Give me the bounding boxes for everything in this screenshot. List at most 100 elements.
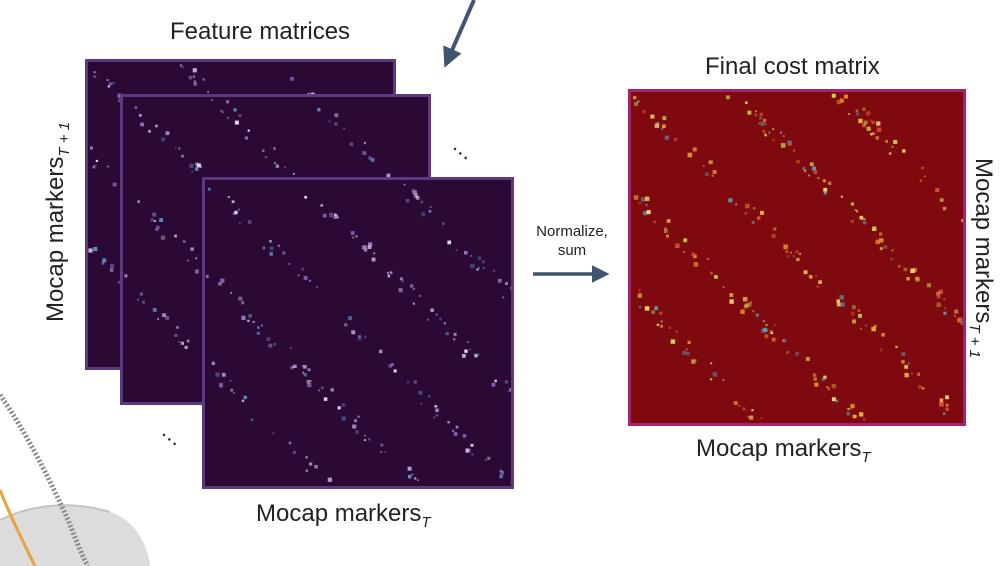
matrix-cell xyxy=(304,195,308,199)
matrix-cell xyxy=(745,101,748,105)
matrix-cell xyxy=(961,219,963,223)
matrix-cell xyxy=(368,156,372,160)
matrix-cell xyxy=(407,474,412,479)
matrix-cell xyxy=(656,323,660,327)
matrix-cell xyxy=(733,401,738,405)
matrix-cell xyxy=(367,437,371,441)
matrix-cell xyxy=(836,99,842,105)
matrix-cell xyxy=(289,347,292,350)
matrix-cell xyxy=(502,296,505,299)
matrix-cell xyxy=(476,353,480,356)
matrix-cell xyxy=(226,116,230,119)
matrix-cell xyxy=(893,139,898,144)
matrix-cell xyxy=(484,459,487,461)
matrix-cell xyxy=(890,257,893,261)
matrix-cell xyxy=(323,397,328,401)
matrix-cell xyxy=(482,267,485,270)
matrix-cell xyxy=(470,443,474,447)
matrix-cell xyxy=(782,339,785,342)
matrix-cell xyxy=(445,332,449,336)
matrix-cell xyxy=(691,252,695,256)
matrix-cell xyxy=(759,116,763,120)
matrix-cell xyxy=(768,131,771,134)
matrix-cell xyxy=(487,456,491,460)
matrix-cell xyxy=(682,350,687,355)
matrix-cell xyxy=(743,304,748,309)
matrix-cell xyxy=(306,379,311,384)
matrix-cell xyxy=(915,276,919,281)
matrix-cell xyxy=(205,275,209,278)
matrix-cell xyxy=(782,135,785,138)
matrix-cell xyxy=(664,135,669,140)
matrix-cell xyxy=(638,306,641,309)
matrix-cell xyxy=(919,179,922,182)
matrix-cell xyxy=(410,284,414,288)
matrix-cell xyxy=(780,143,786,148)
matrix-cell xyxy=(95,159,98,163)
matrix-cell xyxy=(179,64,183,67)
matrix-cell xyxy=(687,340,691,345)
matrix-cell xyxy=(492,269,496,273)
matrix-cell xyxy=(272,432,275,435)
matrix-cell xyxy=(378,349,383,354)
matrix-cell xyxy=(341,416,346,421)
matrix-cell xyxy=(714,275,718,279)
matrix-cell xyxy=(812,373,817,377)
matrix-cell xyxy=(793,149,796,152)
matrix-cell xyxy=(320,204,324,207)
matrix-cell xyxy=(935,188,940,193)
matrix-cell xyxy=(219,382,224,387)
matrix-cell xyxy=(227,196,230,199)
matrix-cell xyxy=(774,324,776,326)
matrix-cell xyxy=(466,341,469,343)
matrix-cell xyxy=(193,75,196,78)
matrix-cell xyxy=(710,271,713,275)
matrix-cell xyxy=(862,107,866,111)
matrix-cell xyxy=(341,403,346,407)
ellipsis-upper: … xyxy=(447,131,481,166)
matrix-cell xyxy=(282,251,286,255)
matrix-cell xyxy=(911,372,913,375)
matrix-cell xyxy=(939,198,944,202)
matrix-cell xyxy=(238,222,241,225)
matrix-cell xyxy=(642,109,646,114)
matrix-cell xyxy=(273,342,277,346)
matrix-cell xyxy=(728,198,733,203)
matrix-cell xyxy=(447,240,452,245)
matrix-cell xyxy=(193,82,197,86)
matrix-cell xyxy=(316,286,318,288)
matrix-cell xyxy=(380,451,383,453)
matrix-cell xyxy=(93,75,97,79)
matrix-cell xyxy=(939,402,944,407)
matrix-cell xyxy=(384,450,387,453)
matrix-cell xyxy=(939,398,944,403)
matrix-cell xyxy=(637,293,642,298)
matrix-cell xyxy=(477,256,482,260)
matrix-cell xyxy=(389,271,393,274)
matrix-cell xyxy=(943,311,947,315)
matrix-cell xyxy=(755,110,757,113)
matrix-cell xyxy=(241,301,245,305)
matrix-cell xyxy=(453,432,458,436)
matrix-cell xyxy=(118,98,122,103)
matrix-cell xyxy=(427,318,430,321)
matrix-cell xyxy=(783,244,788,250)
matrix-cell xyxy=(112,82,115,85)
matrix-cell xyxy=(380,443,384,447)
matrix-cell xyxy=(307,382,312,388)
matrix-cell xyxy=(465,448,470,453)
matrix-cell xyxy=(344,323,348,327)
matrix-cell xyxy=(231,200,235,204)
matrix-cell xyxy=(220,278,225,283)
matrix-cell xyxy=(194,269,199,274)
matrix-cell xyxy=(876,127,882,133)
matrix-cell xyxy=(862,220,867,225)
matrix-cell xyxy=(858,313,862,318)
matrix-cell xyxy=(795,352,799,356)
matrix-cell xyxy=(337,406,341,410)
matrix-cell xyxy=(368,242,373,247)
matrix-cell xyxy=(269,252,273,256)
feature-y-axis-label: Mocap markersT + 1 xyxy=(42,122,73,322)
matrix-cell xyxy=(155,227,159,232)
matrix-cell xyxy=(354,419,358,423)
